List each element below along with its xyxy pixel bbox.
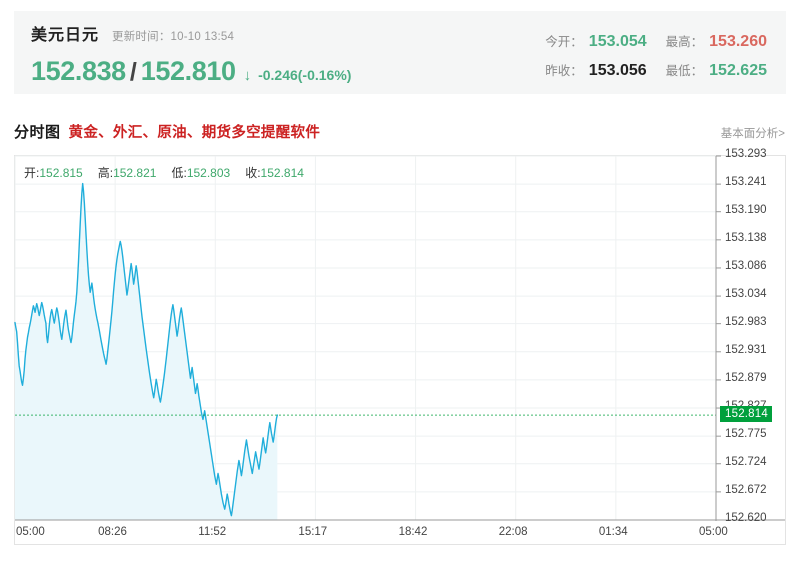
stat-prev-close-label: 昨收：	[545, 64, 583, 78]
x-axis-tick-label: 15:17	[298, 526, 328, 538]
y-axis-tick-label: 152.620	[725, 512, 767, 524]
price-row: 152.838 / 152.810 ↓ -0.246(-0.16%)	[31, 56, 351, 87]
price-change: -0.246(-0.16%)	[258, 67, 352, 83]
x-axis-tick-label: 22:08	[498, 526, 528, 538]
ohlc-value: 152.815	[39, 166, 83, 180]
stat-open-value: 153.054	[588, 33, 647, 50]
quote-stats-row-1: 今开： 153.054 最高： 153.260	[545, 31, 767, 51]
x-axis-tick-label: 08:26	[98, 526, 127, 538]
bid-price: 152.838	[31, 56, 126, 86]
stat-low-value: 152.625	[709, 62, 767, 79]
ohlc-key: 高:	[97, 166, 114, 180]
ohlc-value: 152.814	[260, 166, 304, 180]
ohlc-legend-item: 收:152.814	[245, 164, 304, 181]
x-axis-tick-label: 11:52	[198, 526, 227, 538]
change-direction-icon: ↓	[243, 67, 252, 84]
ohlc-value: 152.821	[113, 166, 157, 180]
price-separator: /	[129, 58, 137, 86]
promo-text[interactable]: 黄金、外汇、原油、期货多空提醒软件	[68, 125, 321, 141]
quote-stats-row-2: 昨收： 153.056 最低： 152.625	[545, 60, 767, 80]
y-axis-tick-label: 153.241	[725, 176, 767, 189]
stat-high-label: 最高：	[665, 35, 704, 49]
chart-price-line	[14, 182, 279, 517]
intraday-chart[interactable]: 开:152.815 高:152.821 低:152.803 收:152.814 152…	[14, 148, 786, 545]
tab-intraday-chart[interactable]: 分时图	[14, 124, 61, 141]
stat-prev-close-value: 153.056	[588, 62, 647, 79]
x-axis-tick-label: 01:34	[598, 526, 628, 538]
y-axis-tick-label: 153.293	[725, 148, 767, 160]
quote-stats-block: 今开： 153.054 最高： 153.260 昨收： 153.056 最低： …	[545, 31, 767, 89]
quote-header-panel: 美元日元 更新时间：10-10 13:54 152.838 / 152.810 …	[14, 11, 786, 94]
ohlc-legend-item: 低:152.803	[171, 164, 230, 181]
stat-prev-close: 昨收： 153.056	[545, 60, 646, 80]
stat-high-value: 153.260	[709, 33, 767, 50]
section-heading-group: 分时图 黄金、外汇、原油、期货多空提醒软件	[14, 121, 320, 142]
ohlc-value: 152.803	[186, 166, 231, 180]
current-price-badge: 152.814	[720, 406, 772, 423]
y-axis-tick-label: 152.931	[725, 343, 767, 356]
ohlc-key: 收:	[245, 166, 261, 180]
y-axis-tick-label: 152.672	[725, 483, 767, 496]
y-axis-tick-label: 152.775	[725, 428, 767, 441]
y-axis-tick-label: 152.983	[725, 315, 767, 328]
y-axis-tick-label: 152.879	[725, 371, 767, 384]
instrument-row: 美元日元 更新时间：10-10 13:54	[31, 11, 351, 53]
ohlc-key: 低:	[171, 166, 187, 180]
quote-primary-block: 美元日元 更新时间：10-10 13:54 152.838 / 152.810 …	[31, 11, 351, 87]
y-axis-tick-label: 153.086	[725, 259, 767, 272]
chart-canvas[interactable]	[14, 155, 786, 545]
instrument-name: 美元日元	[31, 27, 100, 44]
y-axis-tick-label: 152.724	[725, 455, 767, 468]
stat-low: 最低： 152.625	[666, 60, 767, 80]
ohlc-key: 开:	[24, 166, 40, 180]
ohlc-legend-item: 高:152.821	[98, 164, 157, 181]
x-axis-tick-label: 05:00	[16, 526, 45, 538]
y-axis-tick-label: 153.138	[725, 231, 767, 244]
y-axis-tick-label: 153.190	[725, 203, 767, 216]
fundamental-analysis-link[interactable]: 基本面分析>	[720, 128, 785, 140]
update-time-label: 更新时间：10-10 13:54	[112, 31, 235, 43]
x-axis-tick-label: 18:42	[398, 526, 428, 538]
ask-price: 152.810	[140, 56, 236, 86]
stat-high: 最高： 153.260	[666, 31, 767, 51]
section-title-bar: 分时图 黄金、外汇、原油、期货多空提醒软件 基本面分析>	[14, 112, 786, 152]
stat-open: 今开： 153.054	[545, 31, 646, 51]
x-axis-tick-label: 05:00	[699, 526, 728, 538]
stat-low-label: 最低：	[665, 64, 704, 78]
ohlc-legend-item: 开:152.815	[24, 164, 83, 181]
stat-open-label: 今开：	[545, 35, 583, 49]
y-axis-tick-label: 153.034	[725, 288, 767, 301]
ohlc-legend: 开:152.815 高:152.821 低:152.803 收:152.814	[24, 164, 319, 181]
